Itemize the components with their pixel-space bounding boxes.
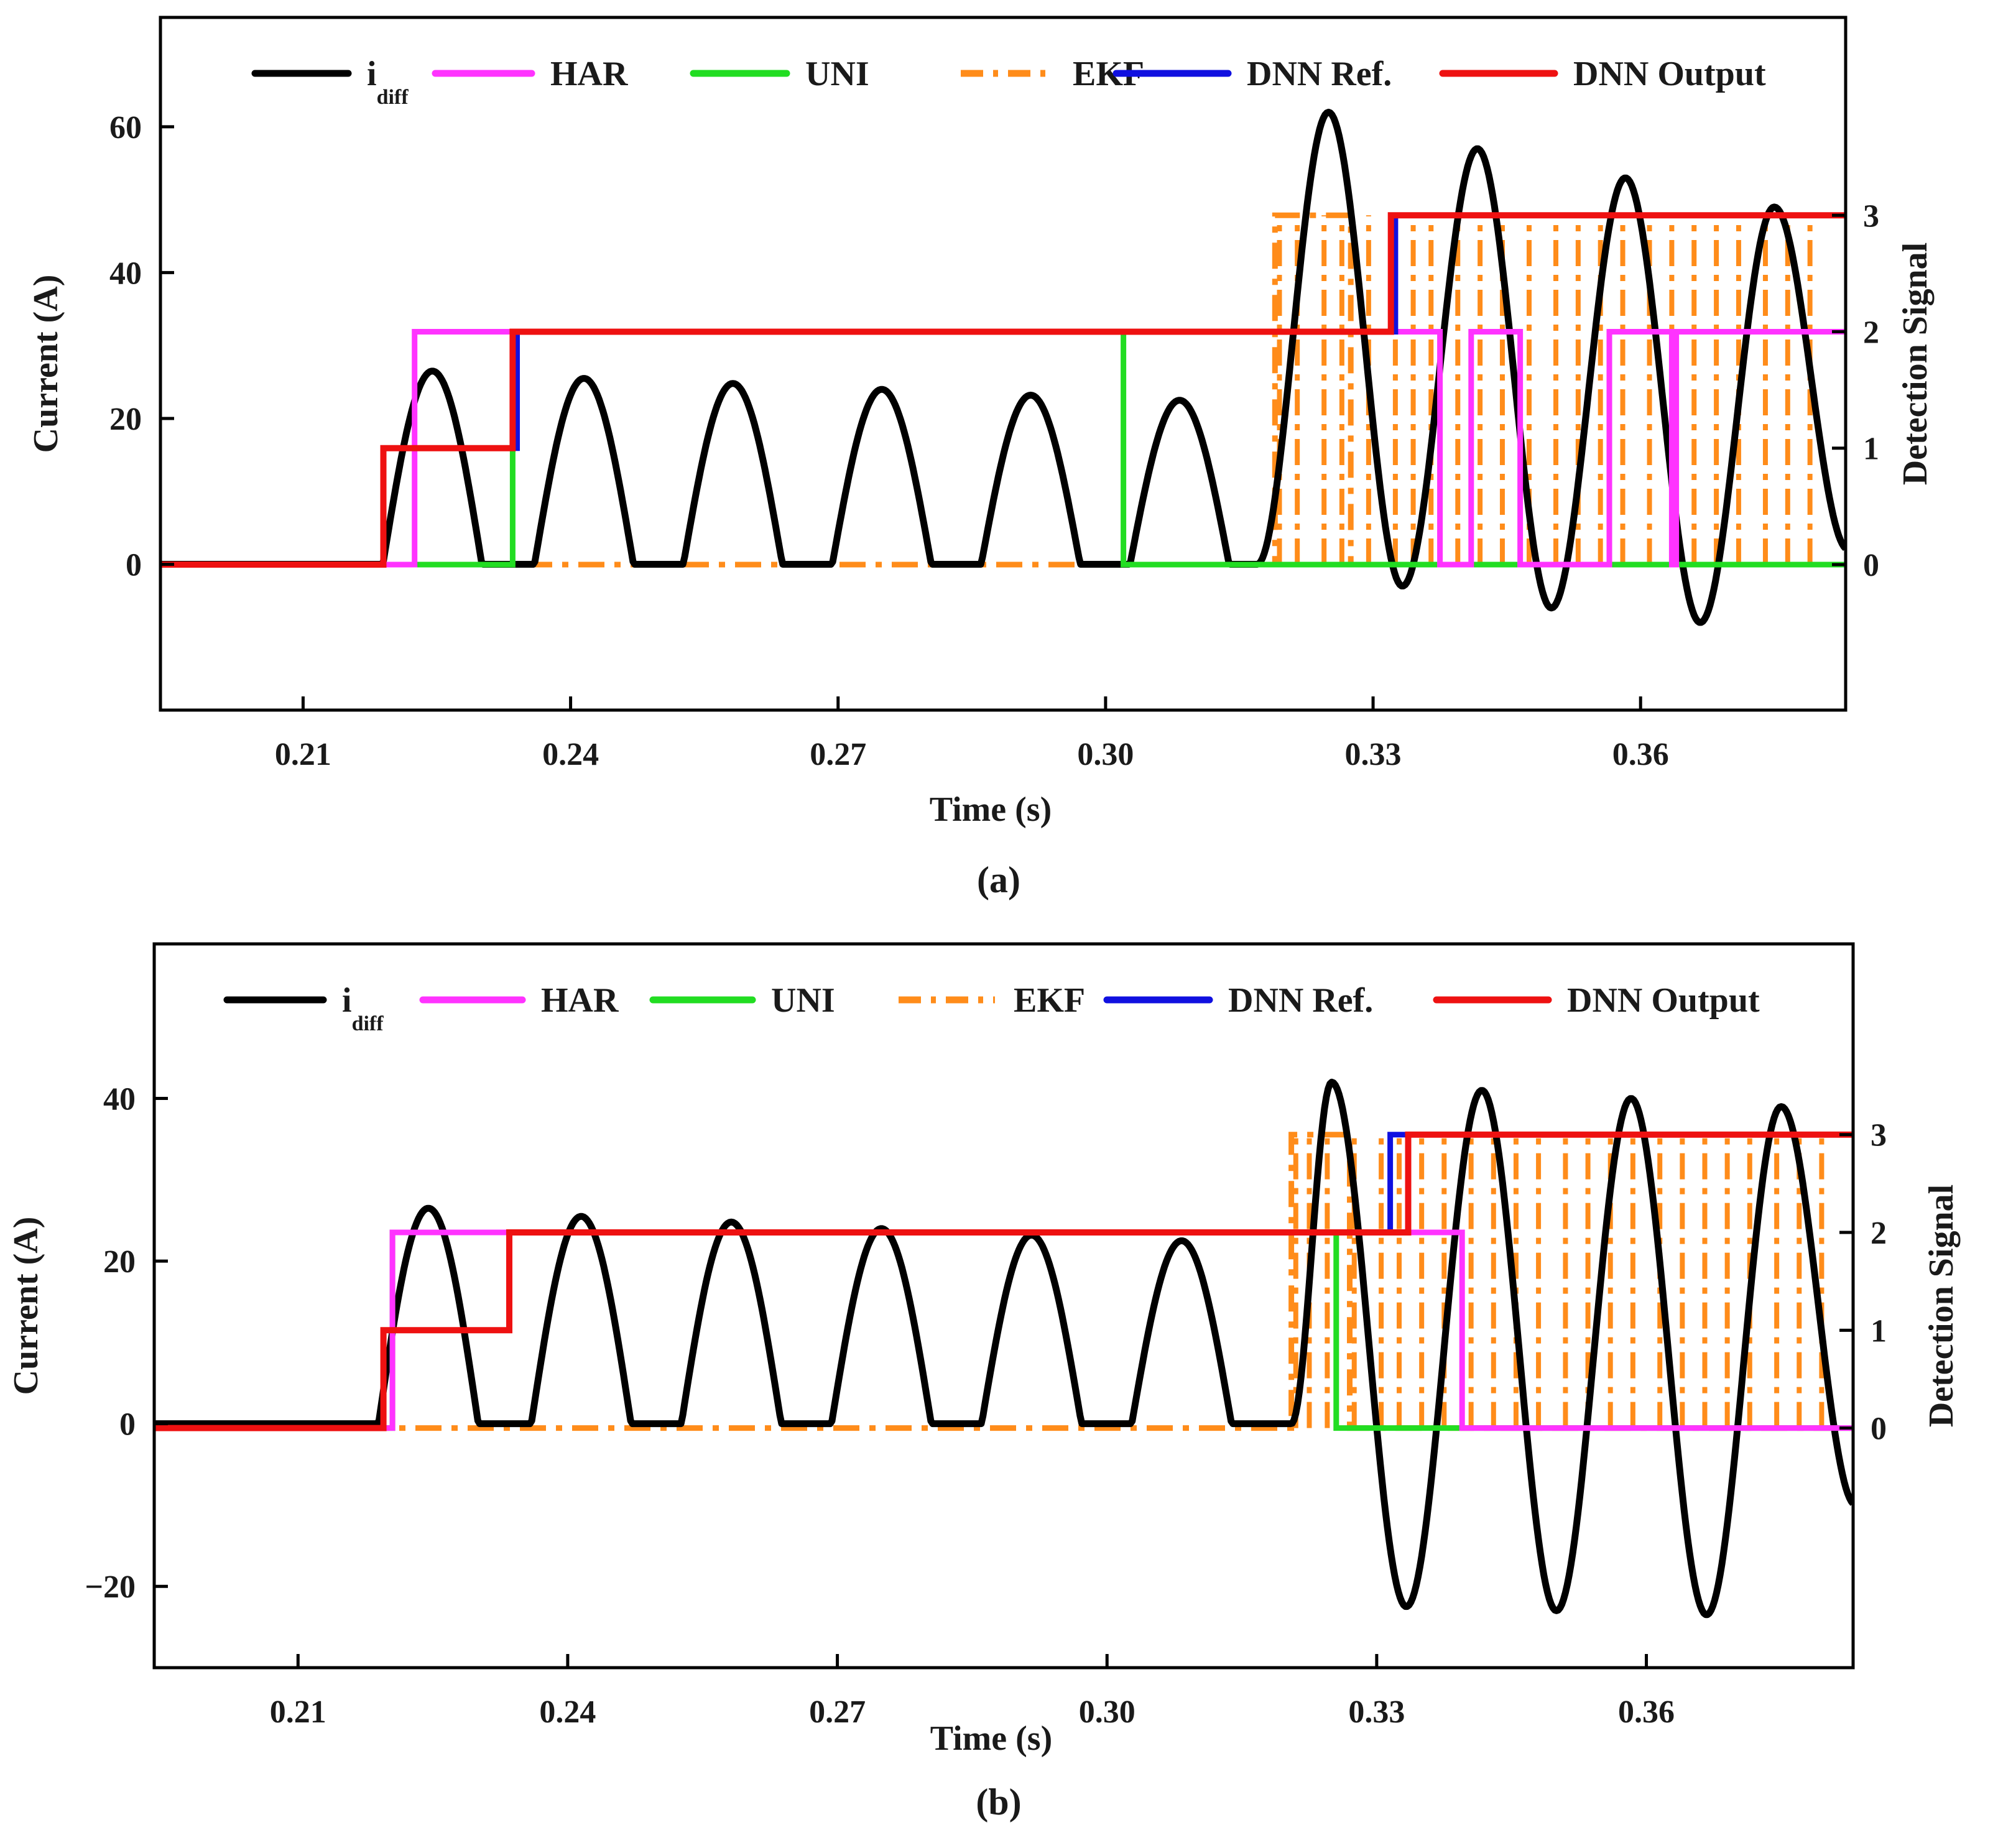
y-right-tick-label-a-2: 2 <box>1863 315 1879 351</box>
legend-label-dnn-ref-b: DNN Ref. <box>1228 981 1373 1020</box>
axes-frame-a <box>159 16 1848 712</box>
y-right-tick-label-a-1: 1 <box>1863 432 1879 467</box>
plot-area-b <box>154 1078 1853 1619</box>
caption-a: (a) <box>977 859 1020 900</box>
series-dnn-output-b <box>154 1131 1853 1431</box>
x-tick-label-b-0: 0.21 <box>270 1694 326 1730</box>
legend-label-uni-a: UNI <box>805 55 869 93</box>
legend-label-idiff-b: idiff <box>342 981 384 1035</box>
left-y-axis-label-a: Current (A) <box>27 275 65 453</box>
x-tick-label-a-3: 0.30 <box>1077 737 1134 772</box>
legend-label-dnn-output-b: DNN Output <box>1567 981 1760 1020</box>
x-tick-label-a-2: 0.27 <box>810 737 866 772</box>
legend-b: idiff HAR UNI EKF DNN Ref. DNN Output <box>223 981 1760 1035</box>
panel-b: 0.21 0.24 0.27 0.30 0.33 0.36 −20 0 20 40 0 1 2 3 i… <box>7 942 1961 1823</box>
x-tick-label-a-5: 0.36 <box>1612 737 1669 772</box>
x-tick-label-b-1: 0.24 <box>539 1694 596 1730</box>
y-left-tick-label-b-1: 0 <box>119 1407 136 1443</box>
y-right-tick-label-b-0: 0 <box>1871 1411 1887 1447</box>
left-y-axis-a: 0 20 40 60 <box>109 110 174 583</box>
legend-label-dnn-ref-a: DNN Ref. <box>1247 55 1392 93</box>
x-tick-label-b-5: 0.36 <box>1618 1694 1675 1730</box>
series-idiff-a <box>160 108 1846 626</box>
x-tick-label-b-4: 0.33 <box>1348 1694 1405 1730</box>
y-right-tick-label-b-3: 3 <box>1871 1118 1887 1153</box>
x-axis-a: 0.21 0.24 0.27 0.30 0.33 0.36 <box>275 696 1669 772</box>
series-idiff-b <box>154 1078 1853 1619</box>
x-axis-b: 0.21 0.24 0.27 0.30 0.33 0.36 <box>270 1654 1675 1730</box>
y-left-tick-label-a-0: 0 <box>126 547 142 583</box>
y-left-tick-label-b-0: −20 <box>85 1569 136 1605</box>
caption-b: (b) <box>976 1781 1021 1823</box>
series-dnn-output-a <box>160 212 1846 568</box>
y-right-tick-label-a-3: 3 <box>1863 198 1879 234</box>
y-left-tick-label-a-3: 60 <box>109 110 142 146</box>
y-right-tick-label-b-2: 2 <box>1871 1216 1887 1251</box>
x-tick-label-a-4: 0.33 <box>1345 737 1402 772</box>
panel-a: 0.21 0.24 0.27 0.30 0.33 0.36 0 20 40 60 0 1 2 3 id… <box>27 16 1935 900</box>
right-y-axis-b: 0 1 2 3 <box>1839 1118 1887 1447</box>
y-left-tick-label-b-3: 40 <box>103 1081 136 1117</box>
x-tick-label-a-0: 0.21 <box>275 737 331 772</box>
x-tick-label-b-3: 0.30 <box>1079 1694 1135 1730</box>
legend-label-idiff-a: idiff <box>367 55 409 109</box>
x-axis-label-a: Time (s) <box>930 790 1052 829</box>
plot-area-a <box>160 108 1846 626</box>
left-y-axis-b: −20 0 20 40 <box>85 1081 168 1605</box>
x-axis-label-b: Time (s) <box>930 1719 1053 1758</box>
x-tick-label-b-2: 0.27 <box>809 1694 866 1730</box>
y-left-tick-label-a-1: 20 <box>109 402 142 437</box>
y-right-tick-label-b-1: 1 <box>1871 1313 1887 1349</box>
legend-label-har-b: HAR <box>541 981 619 1020</box>
right-y-axis-label-a: Detection Signal <box>1896 243 1935 485</box>
legend-label-har-a: HAR <box>550 55 628 93</box>
y-right-tick-label-a-0: 0 <box>1863 548 1879 583</box>
y-left-tick-label-a-2: 40 <box>109 256 142 291</box>
legend-label-ekf-b: EKF <box>1014 981 1085 1020</box>
left-y-axis-label-b: Current (A) <box>7 1217 45 1395</box>
legend-label-uni-b: UNI <box>771 981 835 1020</box>
axes-frame-b <box>152 942 1855 1670</box>
y-left-tick-label-b-2: 20 <box>103 1244 136 1280</box>
right-y-axis-a: 0 1 2 3 <box>1832 198 1879 583</box>
right-y-axis-label-b: Detection Signal <box>1922 1185 1961 1427</box>
x-tick-label-a-1: 0.24 <box>542 737 599 772</box>
legend-label-dnn-output-a: DNN Output <box>1573 55 1766 93</box>
